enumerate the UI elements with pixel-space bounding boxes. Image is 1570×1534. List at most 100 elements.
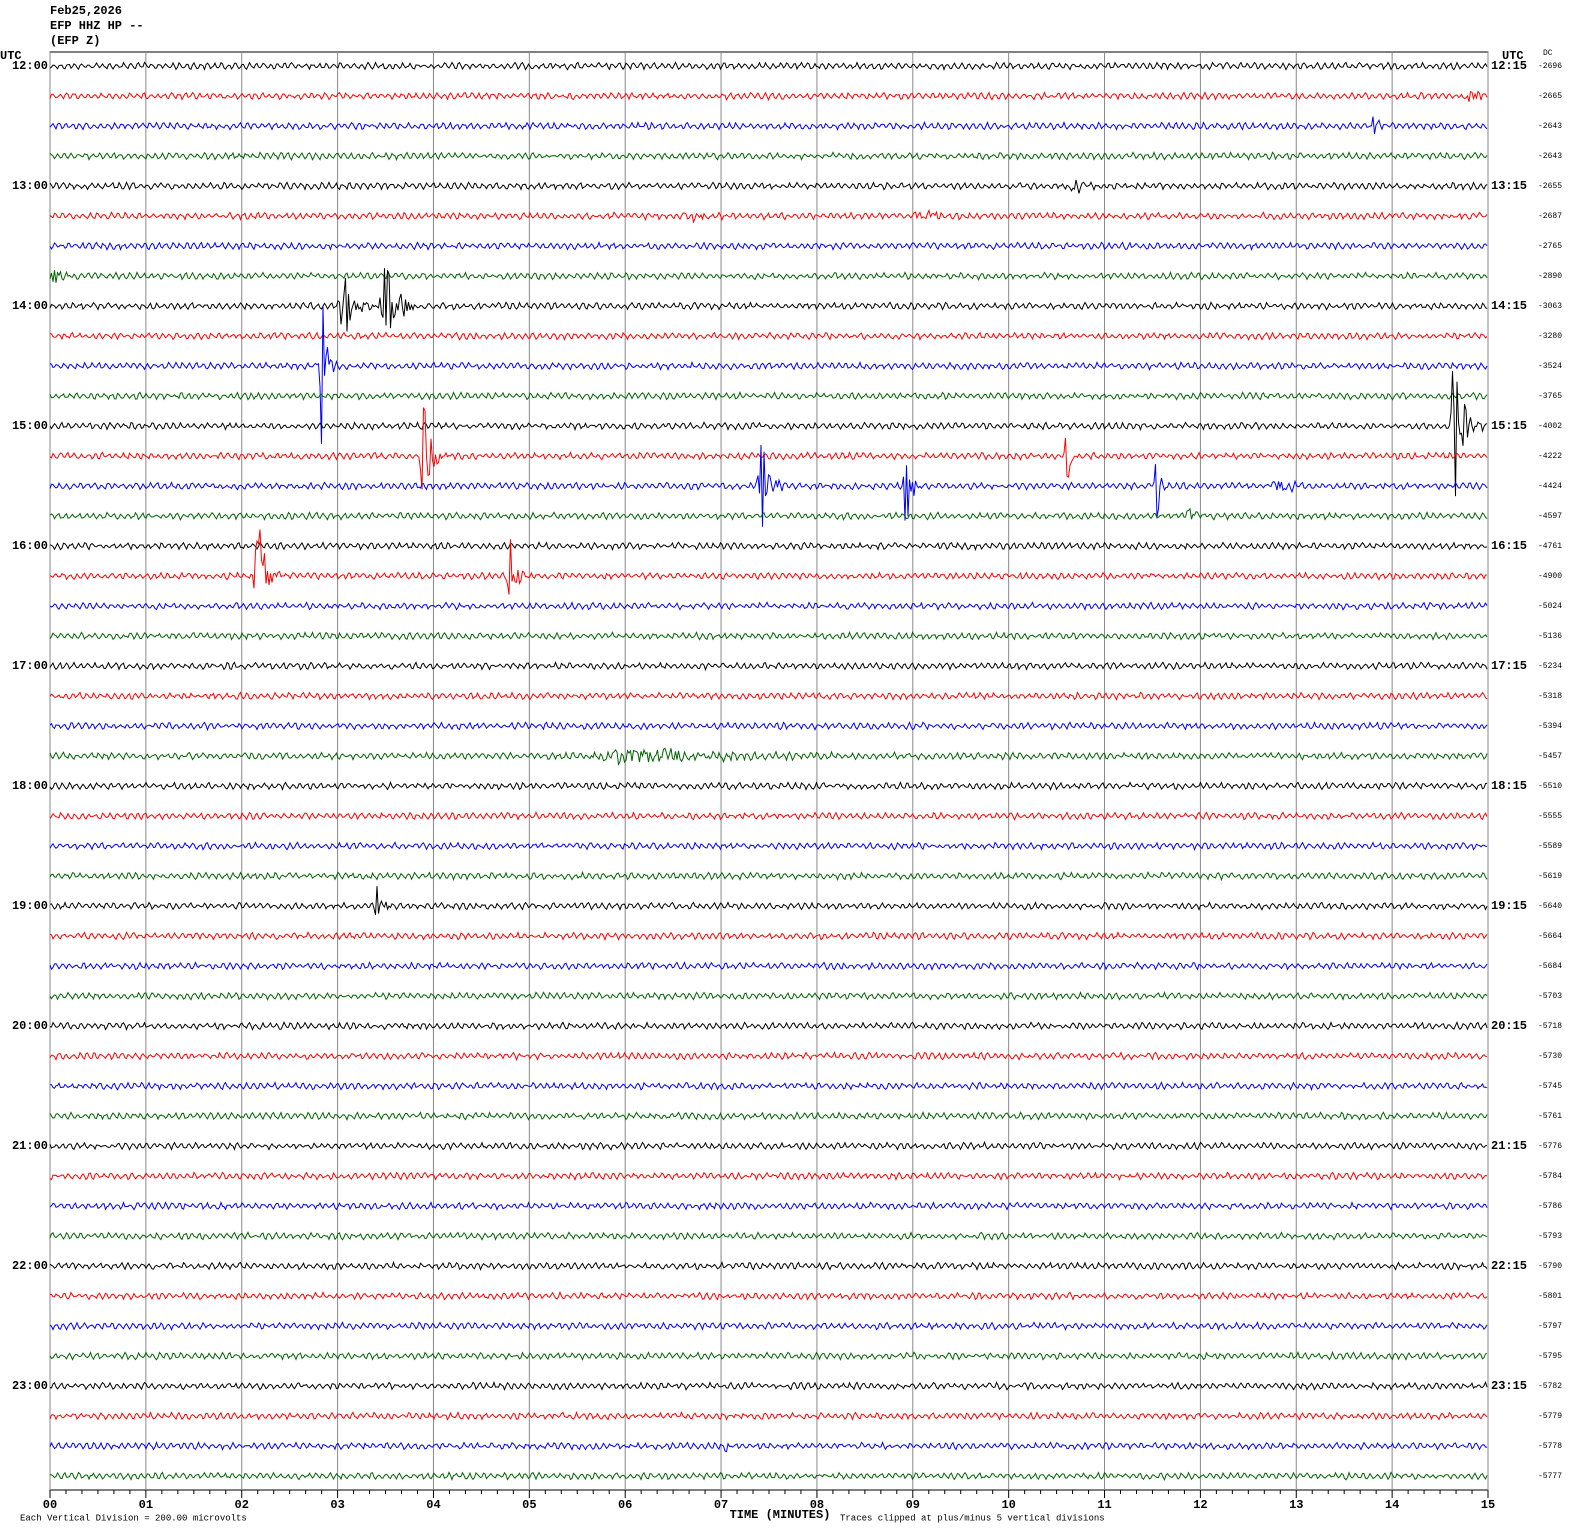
trace (49, 90, 1488, 102)
trace (49, 1111, 1488, 1121)
hour-label: 20:00 (12, 1019, 48, 1033)
dc-value: -5784 (1538, 1172, 1562, 1181)
trace (49, 1350, 1488, 1361)
trace (49, 371, 1488, 497)
dc-value: -2765 (1538, 242, 1562, 251)
trace (49, 1321, 1488, 1332)
dc-value: -3524 (1538, 362, 1562, 371)
trace (49, 240, 1488, 252)
x-tick-label: 12 (1193, 1498, 1207, 1512)
trace (49, 529, 1488, 595)
dc-value: -2643 (1538, 122, 1562, 131)
dc-value: -2687 (1538, 212, 1562, 221)
trace (49, 61, 1488, 71)
dc-value: -5795 (1538, 1352, 1562, 1361)
dc-value: -2655 (1538, 182, 1562, 191)
dc-value: -5797 (1538, 1322, 1562, 1331)
hour-label: 21:00 (12, 1139, 48, 1153)
trace (49, 930, 1488, 942)
dc-value: -5782 (1538, 1382, 1562, 1391)
dc-value: -2643 (1538, 152, 1562, 161)
hour-label: 23:00 (12, 1379, 48, 1393)
hour-label: 18:15 (1491, 779, 1527, 793)
hour-label: 14:15 (1491, 299, 1527, 313)
x-tick-label: 14 (1385, 1498, 1399, 1512)
hour-label: 18:00 (12, 779, 48, 793)
trace (49, 841, 1488, 852)
x-tick-label: 00 (43, 1498, 57, 1512)
trace (50, 1081, 1488, 1092)
hour-label: 19:00 (12, 899, 48, 913)
trace (49, 407, 1488, 490)
trace (49, 1290, 1488, 1301)
trace (49, 1140, 1488, 1151)
station: EFP HHZ HP -- (50, 19, 144, 33)
dc-value: -5555 (1538, 812, 1562, 821)
trace (49, 270, 1488, 283)
hour-label: 20:15 (1491, 1019, 1527, 1033)
dc-value: -5786 (1538, 1202, 1562, 1211)
hour-label: 12:15 (1491, 59, 1527, 73)
x-tick-label: 09 (906, 1498, 920, 1512)
dc-value: -5318 (1538, 692, 1562, 701)
dc-value: -5777 (1538, 1472, 1562, 1481)
dc-value: -5640 (1538, 902, 1562, 911)
trace (49, 811, 1488, 821)
trace (49, 268, 1488, 332)
dc-value: -5776 (1538, 1142, 1562, 1151)
hour-label: 21:15 (1491, 1139, 1527, 1153)
x-tick-label: 02 (235, 1498, 249, 1512)
dc-value: -4761 (1538, 542, 1562, 551)
x-tick-label: 03 (330, 1498, 344, 1512)
dc-value: -4424 (1538, 482, 1562, 491)
trace (49, 1021, 1488, 1031)
date: Feb25,2026 (50, 4, 122, 18)
hour-label: 15:00 (12, 419, 48, 433)
x-tick-label: 08 (810, 1498, 824, 1512)
trace (49, 331, 1488, 342)
channel: (EFP Z) (50, 34, 100, 48)
trace (49, 209, 1488, 224)
right-axis-label: UTC (1502, 49, 1524, 63)
dc-value: -5779 (1538, 1412, 1562, 1421)
trace (49, 747, 1488, 766)
dc-value: -5790 (1538, 1262, 1562, 1271)
dc-value: -5778 (1538, 1442, 1562, 1451)
trace (49, 391, 1488, 401)
trace (49, 961, 1488, 972)
trace (49, 780, 1488, 791)
trace (49, 1260, 1488, 1271)
x-tick-label: 06 (618, 1498, 632, 1512)
trace (49, 179, 1488, 194)
trace (49, 116, 1488, 134)
x-tick-label: 04 (426, 1498, 440, 1512)
hour-label: 22:15 (1491, 1259, 1527, 1273)
trace (49, 660, 1488, 672)
dc-label: DC (1543, 49, 1553, 58)
trace (49, 630, 1488, 641)
dc-value: -4002 (1538, 422, 1562, 431)
x-tick-label: 13 (1289, 1498, 1303, 1512)
trace (49, 886, 1488, 916)
hour-label: 15:15 (1491, 419, 1527, 433)
dc-value: -5619 (1538, 872, 1562, 881)
hour-label: 19:15 (1491, 899, 1527, 913)
dc-value: -5136 (1538, 632, 1562, 641)
dc-value: -5703 (1538, 992, 1562, 1001)
trace (49, 1471, 1488, 1481)
dc-value: -5718 (1538, 1022, 1562, 1031)
trace (49, 870, 1488, 882)
dc-value: -5801 (1538, 1292, 1562, 1301)
trace (49, 1410, 1488, 1422)
x-tick-label: 11 (1097, 1498, 1111, 1512)
x-tick-label: 05 (522, 1498, 536, 1512)
hour-label: 16:15 (1491, 539, 1527, 553)
dc-value: -3280 (1538, 332, 1562, 341)
trace (49, 720, 1488, 732)
dc-value: -4597 (1538, 512, 1562, 521)
trace (49, 1200, 1488, 1211)
dc-value: -4900 (1538, 572, 1562, 581)
x-tick-label: 07 (714, 1498, 728, 1512)
dc-value: -5664 (1538, 932, 1562, 941)
dc-value: -5730 (1538, 1052, 1562, 1061)
